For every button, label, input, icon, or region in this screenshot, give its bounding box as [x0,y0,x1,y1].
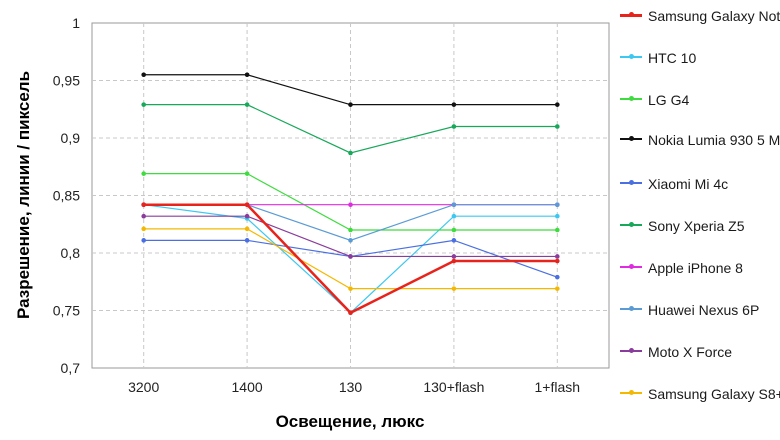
data-point [348,238,353,243]
x-tick-label: 1+flash [535,379,581,395]
data-point [141,238,146,243]
legend-marker [629,264,634,269]
legend-item: LG G4 [618,92,780,109]
data-point [451,254,457,259]
data-point [348,286,353,291]
x-axis-title: Освещение, люкс [276,412,425,431]
legend-swatch [620,12,642,17]
y-tick-label: 0,85 [53,188,80,204]
legend-swatch [620,96,642,101]
data-point [555,102,560,107]
legend-swatch [620,348,642,353]
y-tick-label: 1 [72,15,80,31]
legend-swatch [620,264,642,269]
legend-label: Samsung Galaxy Note 8 [648,8,780,24]
data-point [348,102,353,107]
legend-label: Sony Xperia Z5 [648,218,745,234]
data-point [244,213,250,219]
data-point [348,150,353,156]
data-point [348,202,353,207]
legend-marker [629,222,634,227]
y-tick-label: 0,75 [53,303,80,319]
data-point [555,258,560,264]
legend-swatch [620,222,642,227]
legend-item: Nokia Lumia 930 5 Мп [618,132,780,149]
legend-label: Huawei Nexus 6P [648,302,760,318]
data-point [141,171,146,176]
legend-item: Moto X Force [618,344,780,361]
legend-marker [629,12,634,17]
data-point [555,227,560,233]
data-point [451,202,457,207]
data-point [141,213,146,219]
data-point [244,72,250,78]
series-group [141,72,560,316]
legend-label: Nokia Lumia 930 5 Мп [648,132,780,148]
legend-swatch [620,180,642,185]
data-point [141,102,146,107]
data-point [348,227,353,233]
data-point [244,102,250,107]
legend-label: Moto X Force [648,344,733,360]
data-point [141,226,146,232]
data-point [244,238,250,243]
data-point [451,102,457,107]
data-point [451,227,457,233]
legend-swatch [620,54,642,59]
data-point [244,171,250,176]
data-point [451,124,457,129]
legend-marker [629,348,634,353]
data-point [451,238,457,243]
legend-marker [629,136,634,141]
data-point [555,274,560,280]
legend-marker [629,96,634,101]
y-tick-label: 0,95 [53,73,80,89]
data-point [244,226,250,232]
legend-marker [629,306,634,311]
legend-item: HTC 10 [618,50,780,67]
y-tick-label: 0,7 [61,360,81,376]
data-point [348,310,353,316]
legend-label: LG G4 [648,92,690,108]
data-point [141,202,146,207]
legend-label: HTC 10 [648,50,697,66]
legend-marker [629,54,634,59]
legend-swatch [620,136,642,141]
x-tick-label: 3200 [128,379,159,395]
data-point [555,202,560,207]
legend-swatch [620,390,642,395]
legend-swatch [620,306,642,311]
y-tick-label: 0,8 [61,245,81,261]
legend-item: Apple iPhone 8 [618,260,780,277]
legend-marker [629,390,634,395]
legend-item: Samsung Galaxy Note 8 [618,8,780,25]
data-point [451,213,457,219]
data-point [555,124,560,129]
data-point [141,72,146,78]
data-point [451,286,457,291]
legend-item: Samsung Galaxy S8+ [618,386,780,403]
data-point [555,254,560,259]
legend-label: Apple iPhone 8 [648,260,743,276]
data-point [451,258,457,264]
grid-lines [92,23,609,368]
x-tick-label: 1400 [232,379,263,395]
y-axis-title: Разрешение, линии / пиксель [14,71,33,319]
legend-label: Xiaomi Mi 4c [648,176,729,192]
data-point [555,286,560,291]
y-tick-label: 0,9 [61,130,81,146]
legend-item: Huawei Nexus 6P [618,302,780,319]
data-point [555,213,560,219]
legend-marker [629,180,634,185]
legend-item: Sony Xperia Z5 [618,218,780,235]
x-tick-label: 130+flash [423,379,484,395]
data-point [244,202,250,207]
x-tick-label: 130 [339,379,363,395]
x-axis-ticks: 3200 1400 130 130+flash 1+flash [128,379,580,395]
legend-item: Xiaomi Mi 4c [618,176,780,193]
legend-label: Samsung Galaxy S8+ [648,386,780,402]
y-axis-ticks: 0,7 0,75 0,8 0,85 0,9 0,95 1 [53,15,80,376]
data-point [348,254,353,259]
